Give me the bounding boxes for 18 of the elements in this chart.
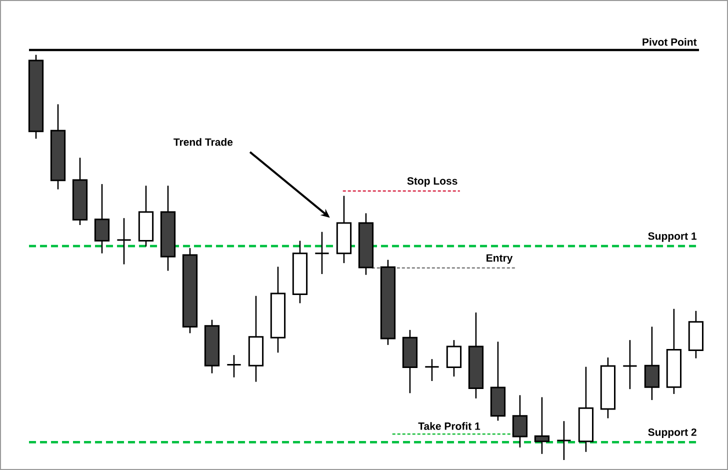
candlestick [226, 354, 242, 378]
candlestick [314, 231, 330, 275]
candlestick [622, 339, 638, 390]
ref-line-label: Entry [486, 254, 513, 264]
ref-line-label: Pivot Point [642, 38, 697, 46]
candlestick [446, 339, 462, 378]
ref-line-label: Support 1 [648, 232, 697, 242]
candlestick [556, 420, 572, 461]
candlestick [644, 326, 660, 401]
candlestick [94, 183, 110, 254]
candlestick [534, 396, 550, 455]
candlestick [424, 358, 440, 382]
candlestick [512, 394, 528, 448]
ref-line-label: Support 2 [648, 428, 696, 438]
candlestick [116, 217, 132, 265]
ref-line-label: Take Profit 1 [418, 422, 480, 430]
ref-line-label: Stop Loss [407, 177, 458, 187]
annotation: Trend Trade [174, 138, 233, 146]
